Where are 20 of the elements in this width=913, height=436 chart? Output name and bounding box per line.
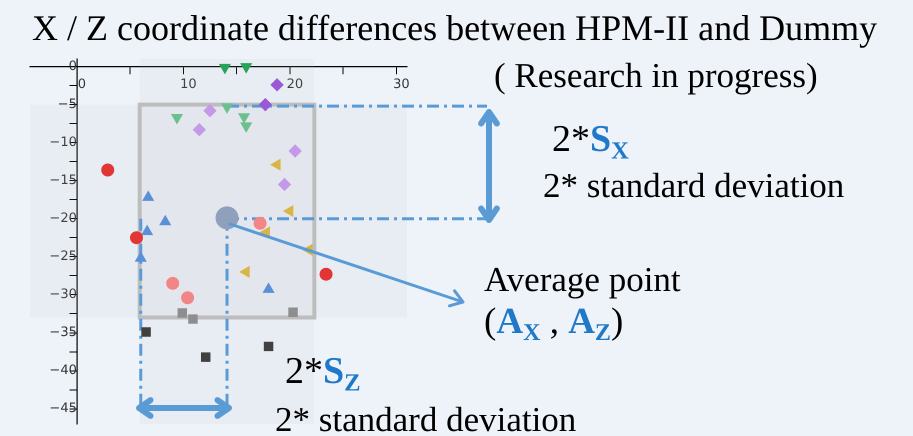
annotation: 2*S$_{Z}$ <box>285 350 361 396</box>
text: ( Research in progress) <box>494 56 818 95</box>
text: Average point <box>484 260 681 299</box>
y-tick-label: −25 <box>49 249 77 264</box>
y-tick-label: −45 <box>49 401 77 416</box>
y-tick-label: −10 <box>49 135 77 150</box>
y-tick-label: −15 <box>49 173 77 188</box>
x-tick-label: 30 <box>393 76 410 92</box>
y-tick-label: −40 <box>49 363 77 378</box>
x-tick-label: 10 <box>180 76 197 92</box>
y-tick-label: −20 <box>49 211 77 226</box>
text: 2* standard deviation <box>543 166 844 205</box>
text: (A$_{X}$ , A$_{Z}$) <box>484 301 624 346</box>
y-tick-label: −5 <box>58 97 77 112</box>
x-tick-label: 20 <box>286 76 304 92</box>
y-tick-label: −35 <box>49 325 77 340</box>
text: 2*S$_{X}$ <box>552 118 629 164</box>
chart-title: X / Z coordinate differences between HPM-II and Dummy <box>32 8 878 48</box>
y-tick-label: −30 <box>49 287 77 302</box>
annotation: 2* standard deviation <box>275 400 576 436</box>
